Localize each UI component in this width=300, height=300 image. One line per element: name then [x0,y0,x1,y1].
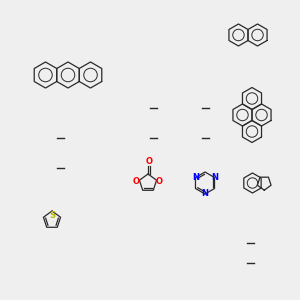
Text: S: S [49,211,55,220]
Text: O: O [146,158,152,166]
Text: N: N [192,173,199,182]
Text: O: O [156,177,163,186]
Text: N: N [211,173,218,182]
Text: O: O [133,177,140,186]
Text: N: N [202,190,208,199]
